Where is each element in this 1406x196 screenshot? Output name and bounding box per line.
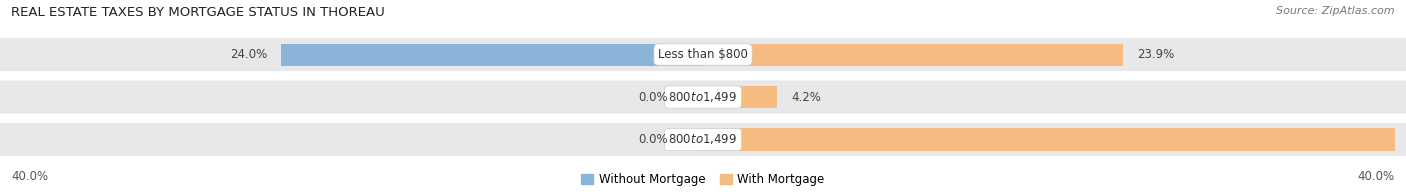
Bar	[703, 128, 1395, 151]
Bar	[703, 44, 1123, 66]
Bar	[703, 86, 778, 108]
FancyBboxPatch shape	[0, 81, 1406, 114]
Text: 24.0%: 24.0%	[231, 48, 267, 61]
Text: $800 to $1,499: $800 to $1,499	[668, 132, 738, 146]
Text: 23.9%: 23.9%	[1137, 48, 1174, 61]
Text: $800 to $1,499: $800 to $1,499	[668, 90, 738, 104]
FancyBboxPatch shape	[0, 38, 1406, 71]
Text: 0.0%: 0.0%	[638, 133, 668, 146]
FancyBboxPatch shape	[0, 123, 1406, 156]
Text: 40.0%: 40.0%	[11, 170, 48, 183]
Text: Source: ZipAtlas.com: Source: ZipAtlas.com	[1277, 6, 1395, 16]
Text: 0.0%: 0.0%	[638, 91, 668, 103]
Bar	[281, 44, 703, 66]
Text: Less than $800: Less than $800	[658, 48, 748, 61]
Text: 40.0%: 40.0%	[1358, 170, 1395, 183]
Legend: Without Mortgage, With Mortgage: Without Mortgage, With Mortgage	[581, 173, 825, 186]
Text: REAL ESTATE TAXES BY MORTGAGE STATUS IN THOREAU: REAL ESTATE TAXES BY MORTGAGE STATUS IN …	[11, 6, 385, 19]
Text: 4.2%: 4.2%	[790, 91, 821, 103]
